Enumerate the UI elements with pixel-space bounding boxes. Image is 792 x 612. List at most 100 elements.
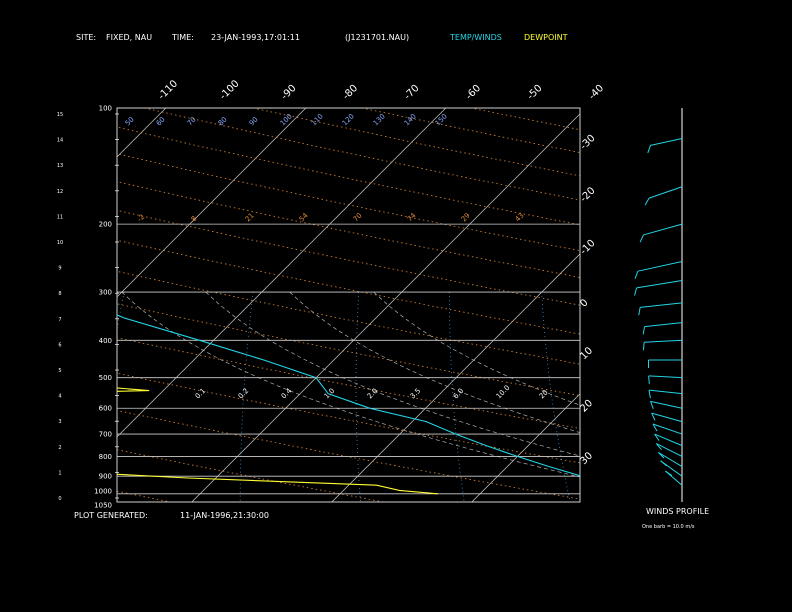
moist-adiabat-label: 90 xyxy=(248,115,260,127)
series-layer xyxy=(117,314,580,495)
moist-adiabat-label: 80 xyxy=(217,115,229,127)
wind-barb-flag xyxy=(655,443,662,450)
isotherm-line xyxy=(191,113,580,502)
mixing-ratio-line xyxy=(117,292,125,333)
wind-barb xyxy=(637,261,683,272)
plot-generated-label: PLOT GENERATED: xyxy=(74,511,148,520)
mixing-ratio-label: 20 xyxy=(538,388,550,400)
right-temp-label: 20 xyxy=(578,398,595,415)
wind-barb-flag xyxy=(639,234,644,243)
dry-adiabat-label: 21 xyxy=(244,211,256,223)
time-value: 23-JAN-1993,17:01:11 xyxy=(211,33,300,42)
right-temp-label: -10 xyxy=(578,238,597,257)
isotherm-line xyxy=(117,108,307,298)
wind-barb xyxy=(643,223,683,236)
right-temp-label: -30 xyxy=(578,133,597,152)
moist-adiabat-label: 110 xyxy=(310,112,325,127)
dry-adiabat-line xyxy=(117,181,580,278)
mixing-ratio-line xyxy=(449,292,465,502)
wind-barb-flag xyxy=(652,423,658,432)
pressure-tick-label: 900 xyxy=(99,473,112,481)
wind-barb-flag xyxy=(634,287,638,296)
isotherm-line xyxy=(471,393,580,502)
dry-adiabat-line xyxy=(117,153,580,252)
wind-barb xyxy=(648,186,683,199)
wind-barb xyxy=(651,412,683,423)
wind-barb-flag xyxy=(657,452,665,459)
top-temp-label: -90 xyxy=(279,83,298,102)
height-tick-label: 6 xyxy=(58,342,61,348)
wind-barb-flag xyxy=(648,375,650,384)
dry-adiabat-line xyxy=(117,209,580,306)
wind-profile xyxy=(634,108,683,502)
wind-barb xyxy=(636,280,683,289)
wind-barb-flag xyxy=(647,145,651,154)
isotherm-line xyxy=(117,108,167,158)
dry-adiabat-label: 70 xyxy=(352,211,364,223)
wind-barb xyxy=(654,433,683,447)
height-tick-label: 2 xyxy=(58,445,61,451)
wind-barb xyxy=(648,389,683,395)
wind-barb-flag xyxy=(660,460,667,467)
axes: 1002003004005006007008009001000105015141… xyxy=(57,78,606,509)
temperature-line xyxy=(117,314,580,477)
wind-barb-flag xyxy=(642,342,645,351)
dry-adiabat-line xyxy=(117,490,171,502)
dry-adiabat-label: 54 xyxy=(298,211,310,223)
moist-adiabat-label: 100 xyxy=(279,112,294,127)
dry-adiabat-label: 74 xyxy=(406,211,418,223)
height-tick-label: 0 xyxy=(58,496,61,502)
isotherm-line xyxy=(752,108,792,502)
pressure-tick-label: 300 xyxy=(99,289,112,297)
wind-barb xyxy=(644,322,683,328)
wind-barb xyxy=(658,451,683,468)
dry-adiabat-label: -2 xyxy=(136,213,147,224)
dry-adiabat-label: 29 xyxy=(460,211,472,223)
pressure-tick-label: 600 xyxy=(99,405,112,413)
wind-barb xyxy=(656,443,683,457)
background-lines xyxy=(117,108,792,502)
height-tick-label: 11 xyxy=(57,214,63,220)
top-temp-label: -110 xyxy=(156,78,180,102)
moist-adiabat-label: 120 xyxy=(341,112,356,127)
height-tick-label: 8 xyxy=(58,291,61,297)
dry-adiabat-line xyxy=(117,303,580,397)
right-temp-label: -20 xyxy=(578,185,597,204)
height-tick-label: 15 xyxy=(57,112,63,118)
moist-adiabat-line xyxy=(121,291,580,478)
moist-adiabat-line xyxy=(289,291,580,434)
mixing-ratio-line xyxy=(766,292,792,502)
wind-barb-flag xyxy=(638,307,641,316)
winds-note: One barb = 10.0 m/s xyxy=(642,524,695,530)
winds-profile-title: WINDS PROFILE xyxy=(646,507,710,516)
background-labels: 50 60 70 80 90 100 110 120 130 140 150-2 8 21 54 70 74 2… xyxy=(124,112,550,400)
height-tick-label: 12 xyxy=(57,189,63,195)
pressure-tick-label: 100 xyxy=(99,105,112,113)
mixing-ratio-line xyxy=(541,292,571,502)
height-tick-label: 10 xyxy=(57,240,63,246)
dry-adiabat-line xyxy=(117,239,580,335)
moist-adiabat-label: 140 xyxy=(403,112,418,127)
moist-adiabat-label: 60 xyxy=(155,115,167,127)
mixing-ratio-label: 3.5 xyxy=(409,387,423,401)
mixing-ratio-label: 0.1 xyxy=(194,387,208,401)
pressure-tick-label: 200 xyxy=(99,221,112,229)
right-temp-label: 30 xyxy=(578,450,595,467)
dry-adiabat-line xyxy=(117,270,580,365)
dry-adiabat-line xyxy=(470,108,580,131)
site-value: FIXED, NAU xyxy=(106,33,153,42)
plot-generated-value: 11-JAN-1996,21:30:00 xyxy=(180,511,269,520)
dry-adiabat-label: 8 xyxy=(190,215,199,224)
height-tick-label: 4 xyxy=(58,394,61,400)
height-tick-label: 9 xyxy=(58,266,61,272)
pressure-tick-label: 1050 xyxy=(94,502,112,510)
top-temp-label: -80 xyxy=(341,83,360,102)
mixing-ratio-line xyxy=(239,292,254,502)
dry-adiabat-line xyxy=(117,337,580,429)
wind-barb-flag xyxy=(654,433,660,441)
moist-adiabat-label: 130 xyxy=(372,112,387,127)
wind-barb-flag xyxy=(651,412,656,421)
dry-adiabat-label: 43 xyxy=(514,211,526,223)
dewpoint-line xyxy=(117,387,439,495)
top-temp-label: -100 xyxy=(218,78,242,102)
